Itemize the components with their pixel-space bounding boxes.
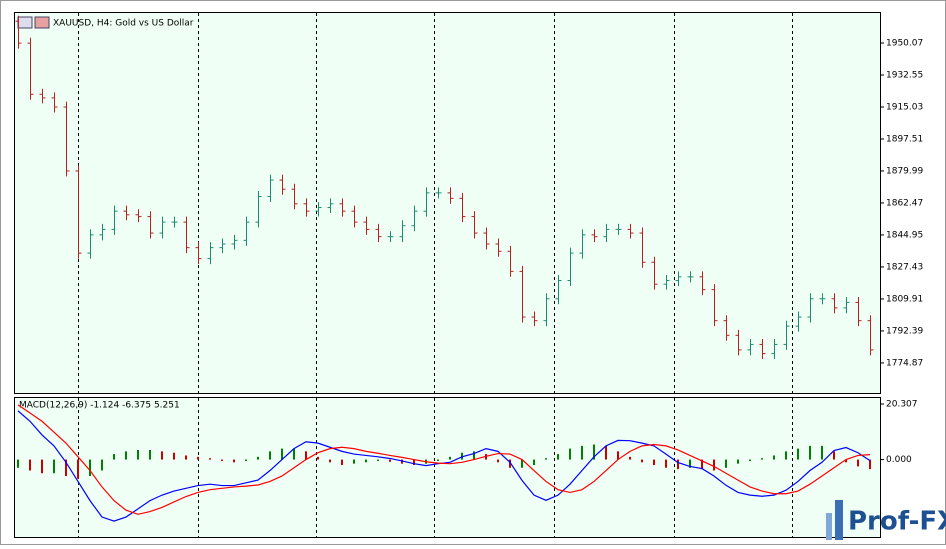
histogram-bar	[761, 458, 763, 460]
histogram-bar	[149, 449, 151, 460]
histogram-bar	[377, 459, 379, 461]
y-tick-label: 1897.51	[886, 134, 923, 144]
histogram-bar	[857, 459, 859, 467]
histogram-bar	[317, 456, 319, 460]
histogram-bar	[233, 459, 235, 463]
histogram-bar	[245, 459, 247, 461]
histogram-bar	[629, 456, 631, 460]
histogram-bar	[305, 451, 307, 460]
indicator-title: MACD(12,26,9) -1.124 -6.375 5.251	[19, 401, 180, 411]
histogram-bar	[329, 459, 331, 463]
histogram-bar	[161, 451, 163, 460]
histogram-bar	[389, 459, 391, 462]
histogram-bar	[221, 459, 223, 461]
histogram-bar	[197, 456, 199, 460]
histogram-bar	[449, 456, 451, 460]
histogram-bar	[137, 449, 139, 460]
histogram-bar	[521, 459, 523, 468]
histogram-bar	[209, 458, 211, 460]
histogram-bar	[617, 451, 619, 460]
histogram-bar	[89, 459, 91, 476]
histogram-bar	[401, 459, 403, 464]
histogram-bar	[557, 454, 559, 460]
histogram-bar	[605, 445, 607, 460]
histogram-bar	[677, 459, 679, 470]
histogram-bar	[509, 459, 511, 468]
histogram-bar	[173, 452, 175, 460]
histogram-bar	[17, 459, 19, 468]
histogram-bar	[569, 448, 571, 460]
y-tick-label: 20.307	[886, 400, 918, 410]
histogram-bar	[437, 459, 439, 461]
y-tick-label: 1879.99	[886, 166, 923, 176]
histogram-bar	[497, 459, 499, 463]
y-tick-label: 1862.47	[886, 198, 923, 208]
histogram-bar	[29, 459, 31, 471]
y-tick-label: 0.000	[886, 455, 912, 465]
histogram-bar	[593, 444, 595, 460]
histogram-bar	[53, 459, 55, 474]
y-tick-label: 1932.55	[886, 70, 923, 80]
histogram-bar	[725, 459, 727, 468]
macd-panel	[14, 397, 881, 538]
histogram-bar	[869, 459, 871, 470]
histogram-bar	[533, 459, 535, 466]
histogram-bar	[413, 459, 415, 466]
histogram-bar	[833, 451, 835, 460]
histogram-bar	[821, 445, 823, 460]
y-tick-label: 1774.87	[886, 358, 923, 368]
histogram-bar	[41, 459, 43, 474]
histogram-bar	[713, 459, 715, 471]
histogram-bar	[701, 459, 703, 470]
y-tick-label: 1827.43	[886, 262, 923, 272]
y-tick-label: 1915.03	[886, 102, 923, 112]
histogram-bar	[809, 445, 811, 460]
histogram-bar	[749, 459, 751, 461]
y-tick-label: 1792.39	[886, 326, 923, 336]
histogram-bar	[797, 448, 799, 460]
histogram-bar	[365, 459, 367, 463]
histogram-bar	[773, 455, 775, 460]
histogram-bar	[341, 459, 343, 466]
histogram-bar	[461, 452, 463, 460]
histogram-bar	[581, 445, 583, 460]
chart-title: XAUUSD, H4: Gold vs US Dollar	[53, 19, 194, 29]
histogram-bar	[65, 459, 67, 476]
price-panel	[14, 12, 881, 394]
signal-line	[17, 404, 871, 515]
logo	[826, 500, 843, 540]
histogram-bar	[185, 455, 187, 460]
watermark: Prof-FX	[848, 507, 946, 537]
y-tick-label: 1844.95	[886, 230, 923, 240]
histogram-bar	[653, 459, 655, 466]
histogram-bar	[545, 458, 547, 460]
histogram-bar	[737, 459, 739, 464]
histogram-bar	[281, 448, 283, 460]
histogram-bar	[257, 456, 259, 460]
histogram-bar	[101, 459, 103, 471]
histogram-bar	[293, 448, 295, 460]
histogram-bar	[113, 454, 115, 460]
histogram-bar	[353, 459, 355, 464]
histogram-bar	[77, 459, 79, 479]
histogram-bar	[125, 451, 127, 460]
histogram-bar	[785, 451, 787, 460]
histogram-bar	[665, 459, 667, 468]
histogram-bar	[845, 459, 847, 463]
histogram-bar	[641, 459, 643, 463]
histogram-bar	[689, 459, 691, 468]
y-tick-label: 1809.91	[886, 294, 923, 304]
histogram-bar	[269, 451, 271, 460]
y-tick-label: 1950.07	[886, 39, 923, 49]
histogram-bar	[473, 451, 475, 460]
